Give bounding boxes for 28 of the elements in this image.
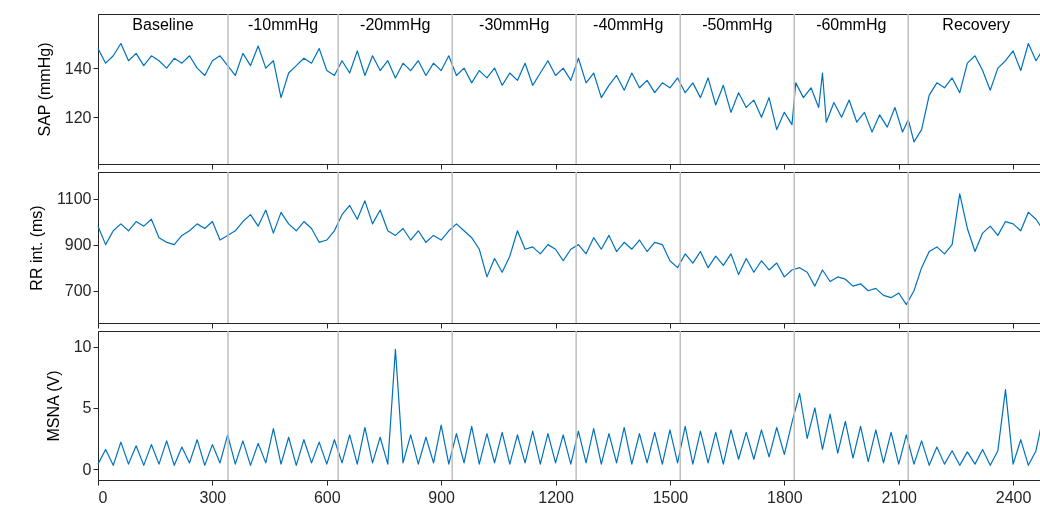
x-tick-label: 1200: [538, 488, 574, 505]
x-tick-label: 600: [313, 488, 341, 505]
annotation: -30mmHg: [479, 16, 550, 33]
y-tick-label: 0: [82, 460, 92, 478]
x-tick-label: 2100: [881, 488, 918, 505]
y-axis-title: SAP (mmHg): [35, 42, 53, 137]
x-tick-label: 900: [428, 488, 456, 505]
y-tick-label: 900: [64, 236, 92, 254]
y-tick-label: 1100: [57, 190, 92, 208]
annotation: -40mmHg: [593, 16, 664, 33]
x-tick-label: 0: [98, 488, 108, 505]
annotation: -50mmHg: [702, 16, 773, 33]
x-tick-label: 2400: [995, 488, 1032, 505]
annotation: Recovery: [942, 16, 1010, 33]
y-axis-title: RR int. (ms): [28, 205, 46, 291]
y-tick-label: 10: [73, 338, 92, 356]
annotation: -10mmHg: [248, 16, 319, 33]
x-tick-label: 300: [199, 488, 227, 505]
y-tick-label: 5: [82, 399, 92, 417]
annotation: -60mmHg: [816, 16, 887, 33]
y-tick-label: 120: [64, 108, 92, 126]
x-tick-label: 1500: [652, 488, 689, 505]
x-tick-label: 1800: [767, 488, 803, 505]
annotation: Baseline: [132, 16, 194, 33]
y-axis-title: MSNA (V): [44, 370, 62, 442]
annotation: -20mmHg: [360, 16, 431, 33]
y-tick-label: 140: [64, 59, 92, 77]
y-tick-label: 700: [64, 282, 92, 300]
